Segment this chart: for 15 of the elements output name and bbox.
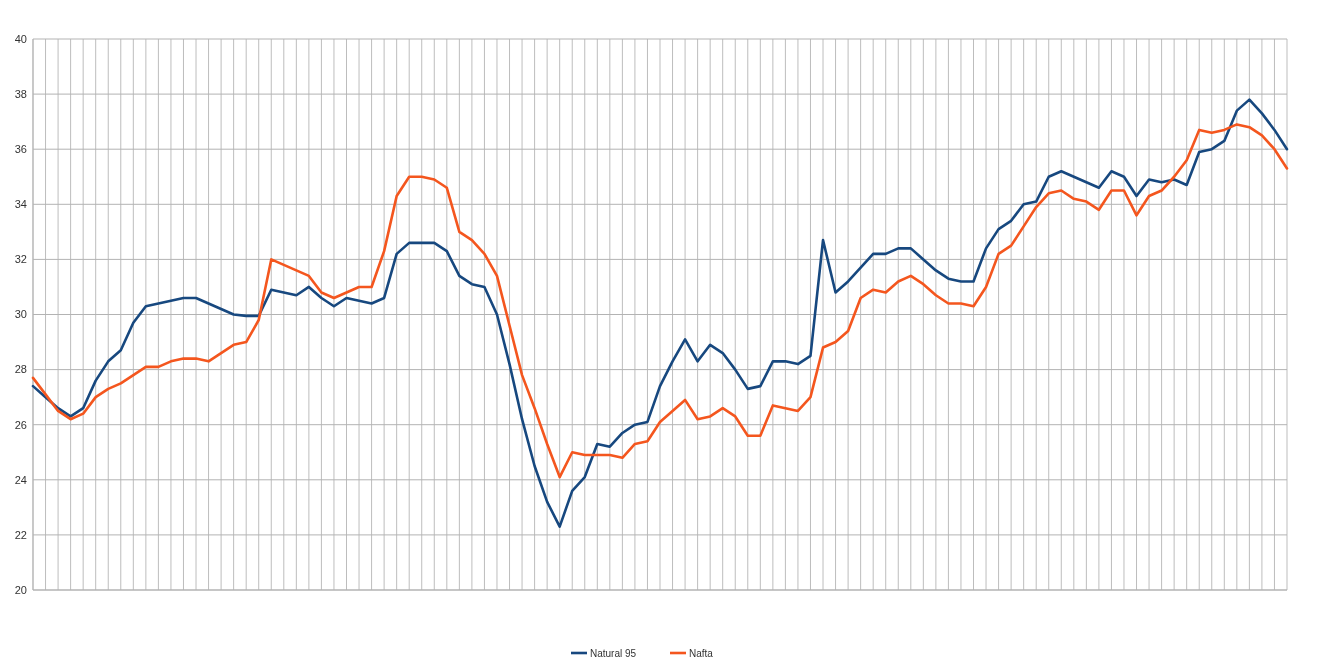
y-tick-label: 30 bbox=[14, 308, 27, 321]
y-tick-label: 34 bbox=[14, 198, 27, 211]
y-tick-label: 20 bbox=[14, 583, 27, 596]
y-tick-label: 40 bbox=[14, 32, 27, 45]
y-tick-label: 26 bbox=[14, 418, 27, 431]
y-tick-label: 36 bbox=[14, 143, 27, 156]
y-tick-label: 28 bbox=[14, 363, 27, 376]
legend-label: Natural 95 bbox=[590, 647, 637, 659]
y-tick-label: 22 bbox=[14, 528, 27, 541]
line-series bbox=[31, 123, 1289, 479]
y-tick-label: 24 bbox=[14, 473, 27, 486]
line-series bbox=[31, 98, 1289, 528]
y-tick-label: 38 bbox=[14, 87, 27, 100]
y-tick-label: 32 bbox=[14, 253, 27, 266]
legend-label: Nafta bbox=[689, 647, 714, 659]
